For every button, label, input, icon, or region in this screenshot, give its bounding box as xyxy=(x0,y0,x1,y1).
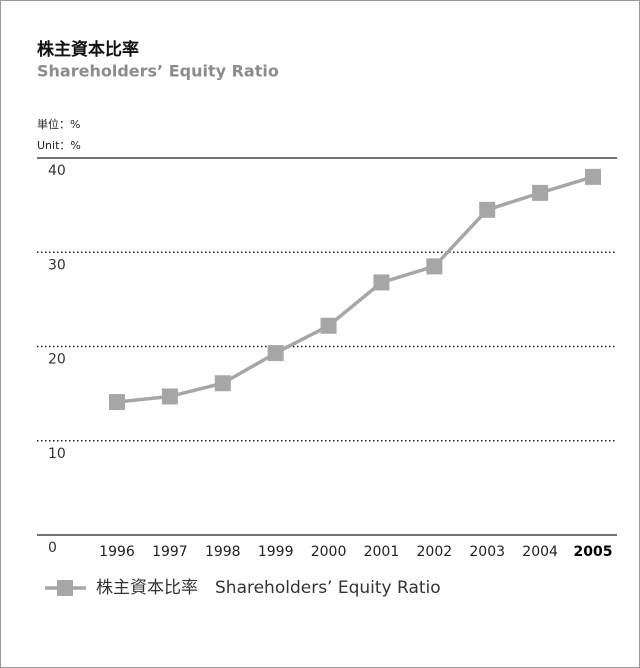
x-tick-label: 1997 xyxy=(152,544,188,560)
chart-title: 株主資本比率 xyxy=(37,39,139,60)
x-tick-label: 2004 xyxy=(522,544,558,560)
data-point xyxy=(373,274,390,291)
data-point xyxy=(585,168,601,185)
x-tick-label: 2002 xyxy=(417,544,453,560)
data-point xyxy=(109,394,125,411)
y-tick-label: 30 xyxy=(48,257,66,273)
y-tick-label: 0 xyxy=(48,540,57,556)
chart-subtitle: Shareholders’ Equity Ratio xyxy=(37,62,279,81)
y-tick-label: 10 xyxy=(48,446,66,462)
unit-label: Unit：% xyxy=(37,139,81,152)
legend-label: 株主資本比率 Shareholders’ Equity Ratio xyxy=(96,578,441,598)
x-tick-label: 1996 xyxy=(99,544,135,560)
data-point xyxy=(214,375,231,392)
data-point xyxy=(320,317,337,334)
x-tick-label: 2001 xyxy=(364,544,400,560)
x-tick-label: 1998 xyxy=(205,544,241,560)
y-tick-label: 20 xyxy=(48,352,66,368)
data-point xyxy=(479,201,496,218)
x-tick-label: 2000 xyxy=(311,544,347,560)
data-point xyxy=(161,388,178,405)
y-tick-label: 40 xyxy=(48,163,66,179)
data-point xyxy=(267,345,284,362)
series-line xyxy=(116,175,594,404)
unit-label: 単位：% xyxy=(37,117,80,131)
x-tick-label: 2003 xyxy=(469,544,505,560)
x-tick-label: 2005 xyxy=(574,544,613,560)
data-point xyxy=(426,258,443,275)
data-point xyxy=(532,184,549,201)
x-tick-label: 1999 xyxy=(258,544,294,560)
legend-marker xyxy=(57,580,73,596)
